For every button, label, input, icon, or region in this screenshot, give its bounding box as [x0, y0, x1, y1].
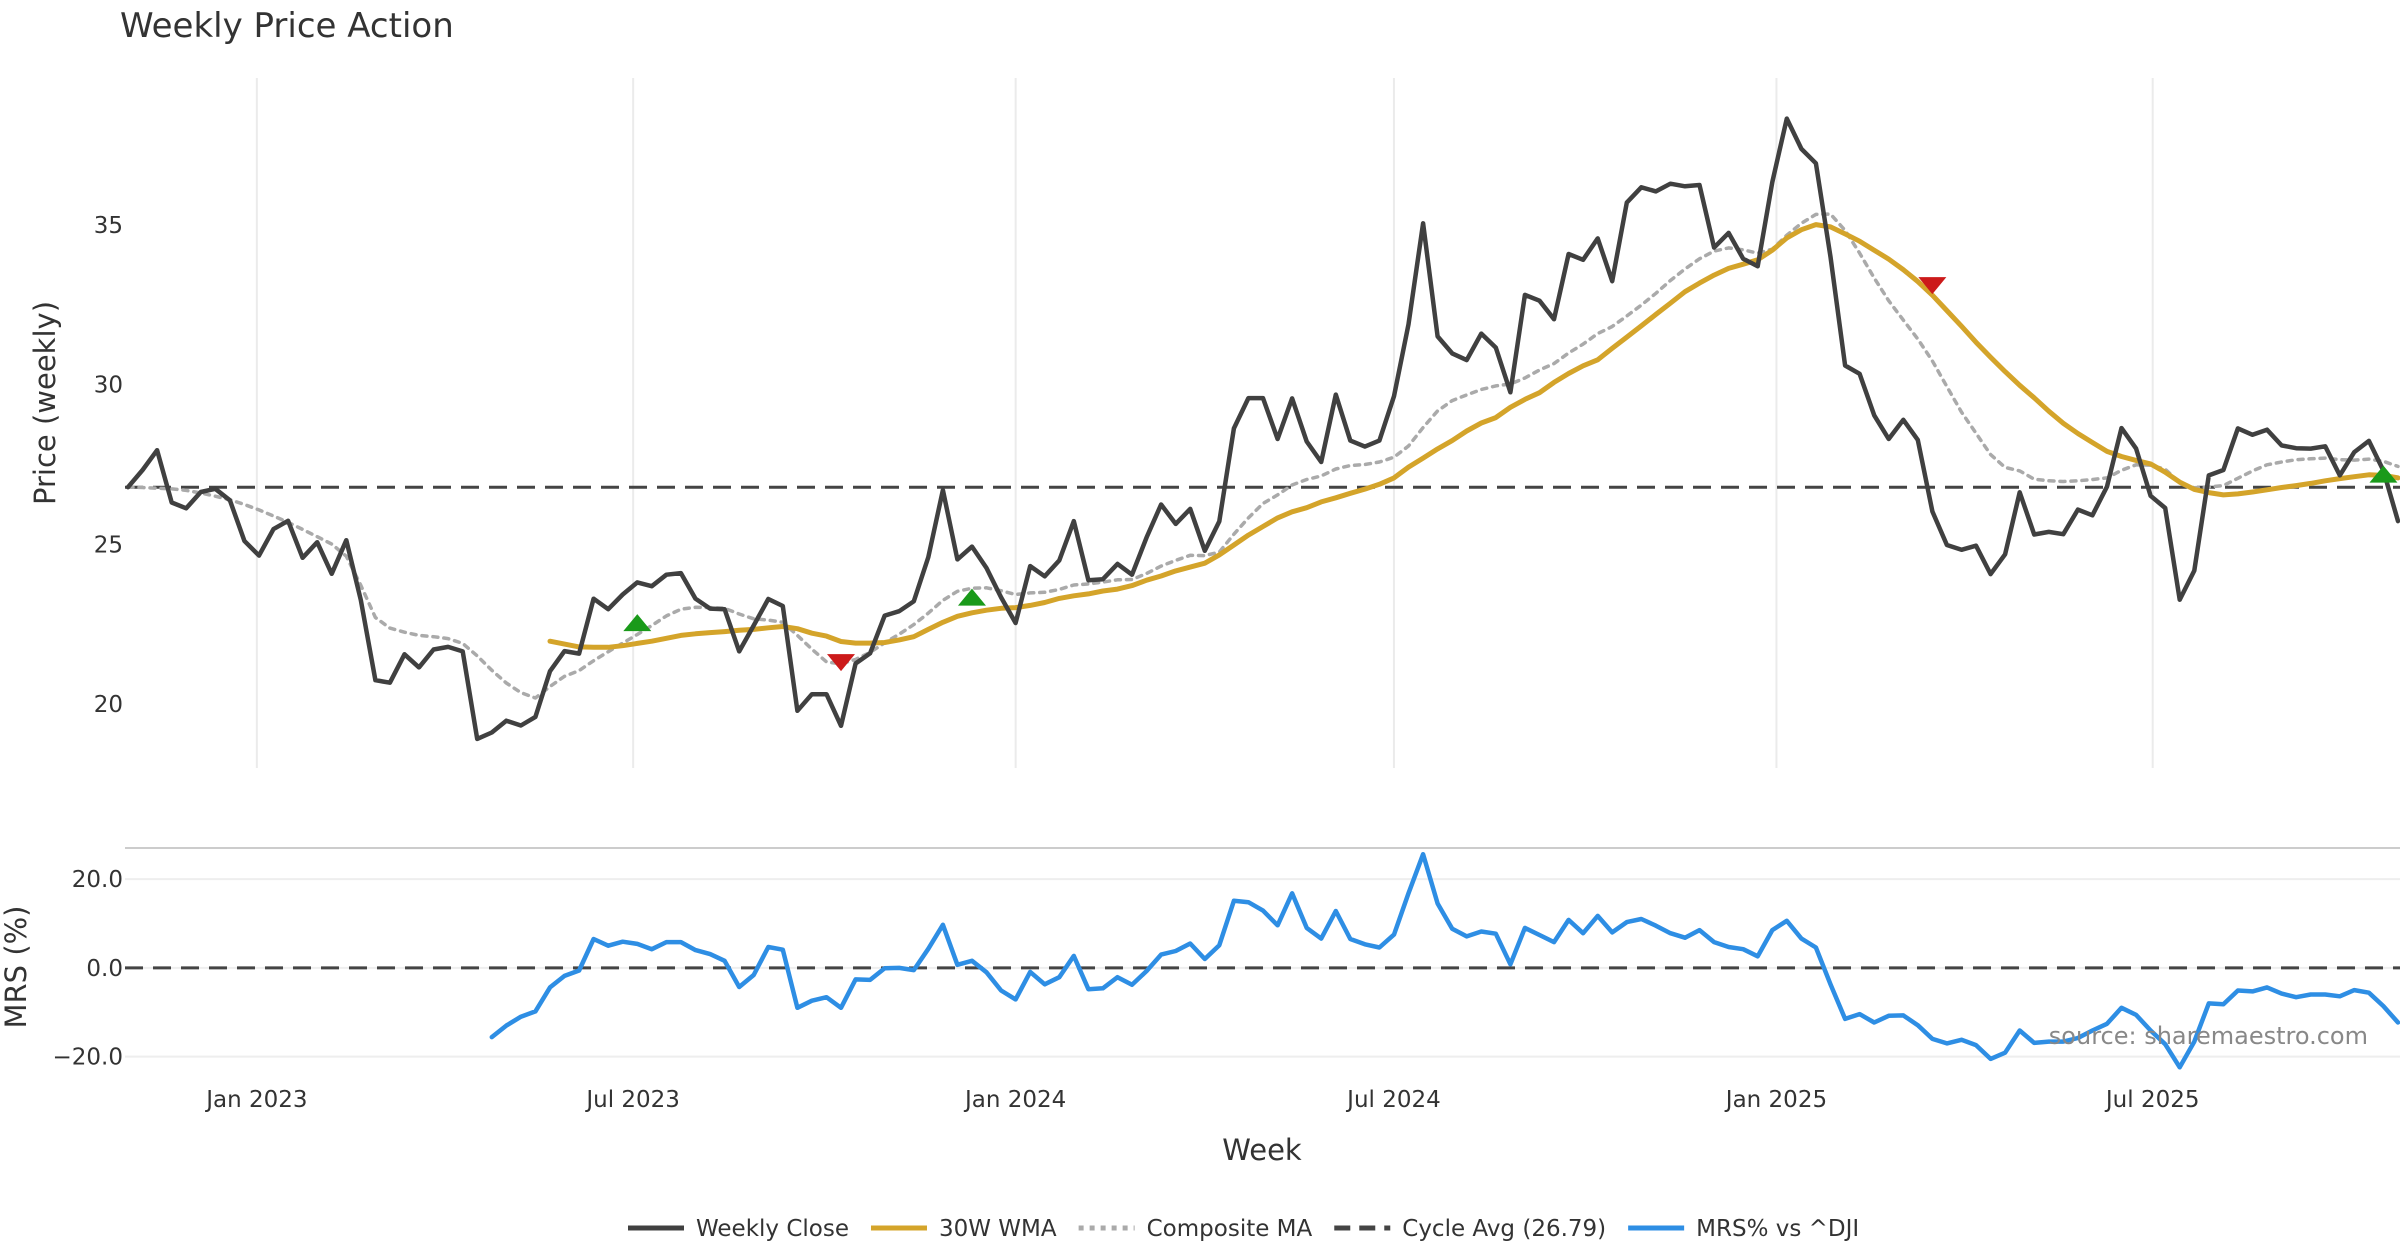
source-note: source: sharemaestro.com: [2049, 1022, 2368, 1050]
mrs-y-tick-label: −20.0: [53, 1045, 123, 1071]
legend-label: 30W WMA: [939, 1216, 1057, 1242]
price-y-tick-label: 35: [94, 213, 123, 239]
wma-30w-line: [547, 222, 2400, 650]
mrs-line: [489, 851, 2400, 1070]
buy-signal-marker: [623, 614, 652, 632]
sell-signal-marker: [1918, 277, 1947, 295]
mrs-y-tick-label: 0.0: [86, 956, 123, 982]
legend-label: Weekly Close: [696, 1216, 849, 1242]
x-tick-label: Jan 2023: [204, 1087, 307, 1113]
legend-item: Weekly Close: [628, 1216, 849, 1242]
x-tick-label: Jul 2023: [584, 1087, 680, 1113]
x-axis-label: Week: [1222, 1133, 1302, 1167]
buy-signal-marker: [957, 588, 986, 606]
mrs-y-axis-label: MRS (%): [0, 906, 33, 1029]
sell-signal-marker: [827, 654, 856, 672]
x-tick-label: Jul 2024: [1345, 1087, 1441, 1113]
legend-item: Composite MA: [1078, 1216, 1313, 1242]
chart-title: Weekly Price Action: [120, 6, 454, 46]
buy-signal-marker: [2369, 465, 2398, 483]
legend-label: Composite MA: [1147, 1216, 1313, 1242]
weekly-close-line: [125, 116, 2400, 742]
composite-ma-line: [126, 212, 2400, 700]
price-y-tick-label: 20: [94, 692, 123, 718]
price-y-axis-label: Price (weekly): [28, 301, 62, 505]
mrs-y-tick-label: 20.0: [72, 867, 123, 893]
x-tick-label: Jan 2025: [1724, 1087, 1827, 1113]
price-y-tick-label: 25: [94, 532, 123, 558]
legend-item: 30W WMA: [870, 1216, 1057, 1242]
x-tick-label: Jul 2025: [2104, 1087, 2200, 1113]
legend-label: MRS% vs ^DJI: [1696, 1216, 1859, 1242]
legend-item: Cycle Avg (26.79): [1334, 1216, 1606, 1242]
price-y-tick-label: 30: [94, 373, 123, 399]
legend-label: Cycle Avg (26.79): [1402, 1216, 1606, 1242]
x-tick-label: Jan 2024: [963, 1087, 1066, 1113]
legend-item: MRS% vs ^DJI: [1628, 1216, 1859, 1242]
